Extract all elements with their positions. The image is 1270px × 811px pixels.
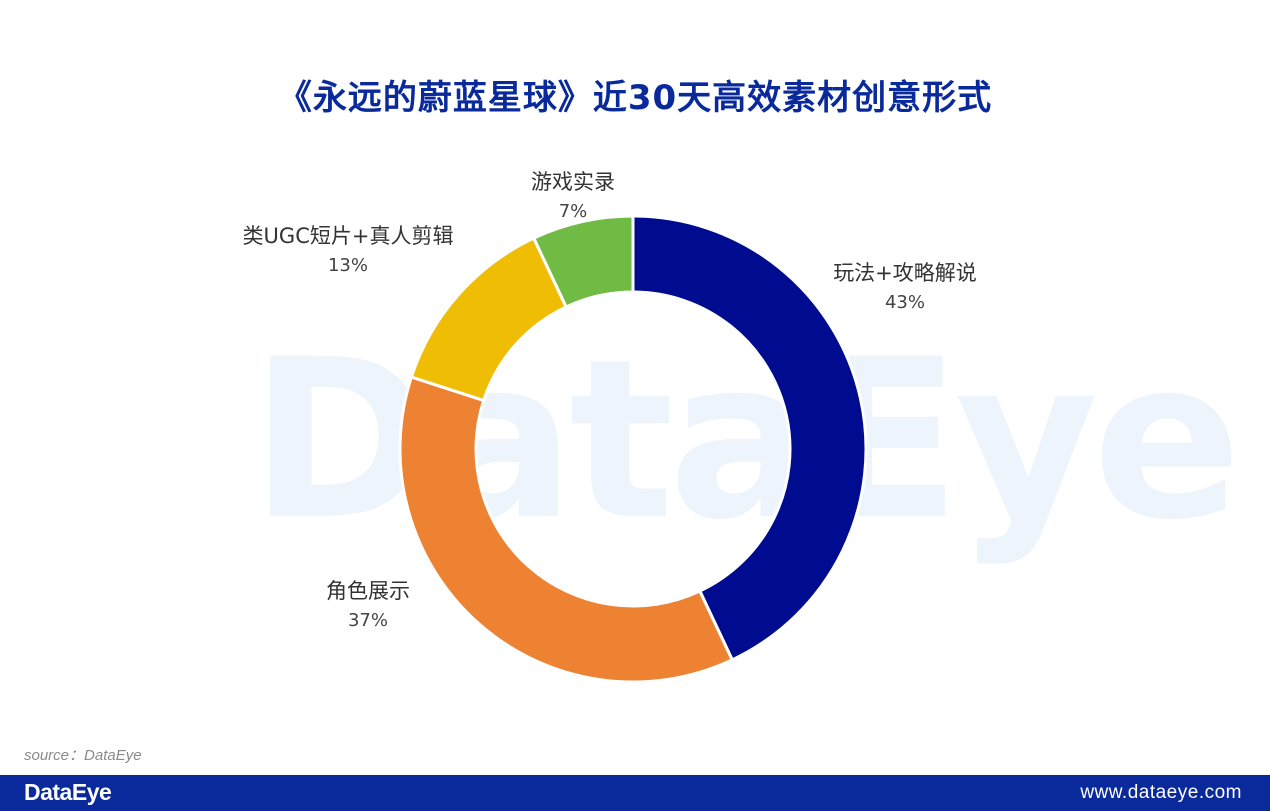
slice-label-2: 类UGC短片+真人剪辑: [243, 224, 454, 248]
donut-slice-3: [531, 214, 635, 309]
slice-label-1: 角色展示: [326, 579, 410, 603]
slices-group: [398, 214, 868, 684]
slice-value-3: 7%: [559, 201, 588, 222]
slice-value-0: 43%: [885, 292, 925, 313]
website-url: www.dataeye.com: [1080, 782, 1242, 803]
donut-chart: 玩法+攻略解说 43% 角色展示 37% 类UGC短片+真人剪辑 13% 游戏实…: [243, 170, 977, 684]
donut-slice-1: [398, 375, 735, 684]
slice-value-1: 37%: [348, 610, 388, 631]
donut-slice-0: [631, 214, 868, 662]
slice-label-0: 玩法+攻略解说: [833, 261, 977, 285]
labels-group: 玩法+攻略解说 43% 角色展示 37% 类UGC短片+真人剪辑 13% 游戏实…: [243, 170, 977, 631]
footer-bar: DataEye www.dataeye.com: [0, 775, 1270, 811]
source-note: source：DataEye: [24, 747, 142, 764]
donut-slice-2: [409, 236, 569, 403]
chart-title: 《永远的蔚蓝星球》近30天高效素材创意形式: [277, 78, 993, 118]
slice-label-3: 游戏实录: [531, 170, 615, 194]
brand-logo: DataEye: [24, 779, 112, 805]
slice-value-2: 13%: [328, 255, 368, 276]
